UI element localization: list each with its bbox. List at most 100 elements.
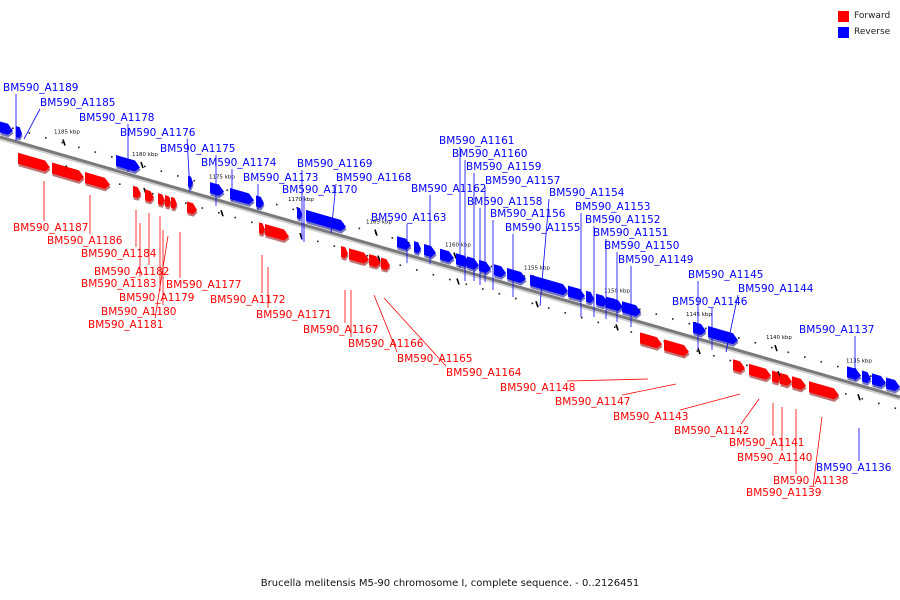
gene-label: BM590_A1141: [729, 437, 804, 449]
major-tick: [140, 161, 144, 169]
minor-tick-dot: [713, 354, 715, 357]
gene-label: BM590_A1174: [201, 157, 277, 169]
forward-feature: [165, 195, 171, 208]
minor-tick-dot: [218, 211, 220, 214]
forward-feature: [85, 172, 110, 189]
major-tick: [535, 301, 539, 308]
minor-tick-dot: [399, 264, 402, 267]
gene-label: BM590_A1173: [243, 172, 318, 184]
gene-label: BM590_A1167: [303, 324, 378, 336]
minor-tick-dot: [416, 269, 418, 271]
minor-tick-dot: [185, 202, 187, 205]
minor-tick-dot: [787, 351, 790, 354]
gene-label: BM590_A1183: [81, 278, 156, 290]
minor-tick-dot: [861, 397, 864, 400]
gene-label: BM590_A1145: [688, 269, 763, 281]
minor-tick-dot: [738, 337, 740, 339]
gene-label: BM590_A1176: [120, 127, 196, 139]
tick-label: 1185 kbp: [54, 129, 80, 135]
legend-item-forward: Forward: [838, 8, 898, 24]
gene-label: BM590_A1143: [613, 411, 688, 423]
minor-tick-dot: [234, 216, 237, 219]
minor-tick-dot: [408, 241, 410, 244]
gene-label: BM590_A1147: [555, 396, 630, 408]
gene-label: BM590_A1140: [737, 452, 812, 464]
gene-label: BM590_A1142: [674, 425, 749, 437]
minor-tick-dot: [160, 170, 163, 172]
tick-label: 1165 kbp: [366, 220, 392, 226]
reverse-swatch: [838, 26, 849, 38]
gene-label: BM590_A1172: [210, 294, 285, 306]
gene-label: BM590_A1180: [101, 306, 176, 318]
minor-tick-dot: [94, 151, 97, 153]
forward-feature: [259, 222, 265, 235]
reverse-feature: [596, 293, 608, 307]
minor-tick-dot: [449, 278, 451, 281]
tick-label: 1145 kbp: [686, 312, 712, 318]
reverse-feature: [188, 175, 193, 188]
minor-tick-dot: [581, 316, 583, 319]
minor-tick-dot: [672, 318, 674, 320]
minor-tick-dot: [193, 179, 196, 182]
forward-feature: [349, 248, 369, 264]
gene-label: BM590_A1175: [160, 143, 235, 155]
reverse-feature: [210, 182, 224, 196]
minor-tick-dot: [251, 221, 253, 224]
gene-label: BM590_A1164: [446, 367, 522, 379]
reverse-feature: [847, 366, 861, 380]
gene-label: BM590_A1152: [585, 214, 660, 226]
minor-tick-dot: [432, 273, 435, 276]
reverse-feature: [256, 195, 264, 208]
minor-tick-dot: [119, 183, 121, 185]
backbone-shadow: [0, 137, 900, 401]
minor-tick-dot: [705, 327, 707, 330]
reverse-feature: [862, 370, 871, 384]
reverse-feature: [494, 264, 506, 278]
tick-label: 1170 kbp: [288, 197, 314, 203]
minor-tick-dot: [878, 402, 880, 405]
minor-tick-dot: [358, 227, 361, 230]
chromosome-backbone: [0, 135, 900, 401]
minor-tick-dot: [45, 137, 47, 139]
gene-label: BM590_A1146: [672, 296, 748, 308]
minor-tick-dot: [144, 165, 146, 168]
reverse-feature: [693, 321, 706, 336]
minor-tick-dot: [630, 331, 633, 333]
major-tick: [777, 370, 781, 378]
forward-feature: [145, 189, 154, 202]
forward-feature: [265, 224, 289, 241]
forward-feature: [749, 363, 771, 380]
leader-line: [567, 378, 649, 382]
reverse-feature: [586, 290, 594, 304]
major-tick: [456, 278, 460, 285]
forward-feature: [133, 185, 141, 199]
reverse-feature: [0, 121, 13, 135]
legend-item-reverse: Reverse: [838, 24, 898, 40]
major-tick: [62, 139, 66, 146]
minor-tick-dot: [837, 365, 839, 368]
forward-feature: [381, 257, 390, 271]
gene-label: BM590_A1165: [397, 353, 472, 365]
minor-tick-dot: [498, 293, 501, 295]
gene-label: BM590_A1136: [816, 462, 892, 474]
minor-tick-dot: [746, 364, 748, 367]
tick-label: 1175 kbp: [209, 174, 235, 180]
forward-feature: [341, 246, 348, 259]
reverse-feature: [708, 326, 738, 345]
gene-label: BM590_A1187: [13, 222, 88, 234]
reverse-feature: [116, 155, 140, 172]
minor-tick-dot: [61, 141, 64, 144]
gene-label: BM590_A1156: [490, 208, 566, 220]
gene-label: BM590_A1186: [47, 235, 123, 247]
gene-label: BM590_A1171: [256, 309, 331, 321]
tick-label: 1155 kbp: [524, 265, 550, 271]
reverse-feature: [606, 296, 623, 312]
gene-label: BM590_A1178: [79, 112, 154, 124]
gene-labels: BM590_A1189 BM590_A1185 BM590_A1178 BM590_A…: [3, 82, 892, 499]
map-caption: Brucella melitensis M5-90 chromosome I, …: [260, 578, 640, 589]
reverse-feature: [306, 209, 346, 232]
reverse-feature: [530, 274, 568, 296]
forward-feature: [733, 359, 745, 373]
minor-tick-dot: [465, 283, 468, 286]
major-tick: [697, 347, 701, 355]
